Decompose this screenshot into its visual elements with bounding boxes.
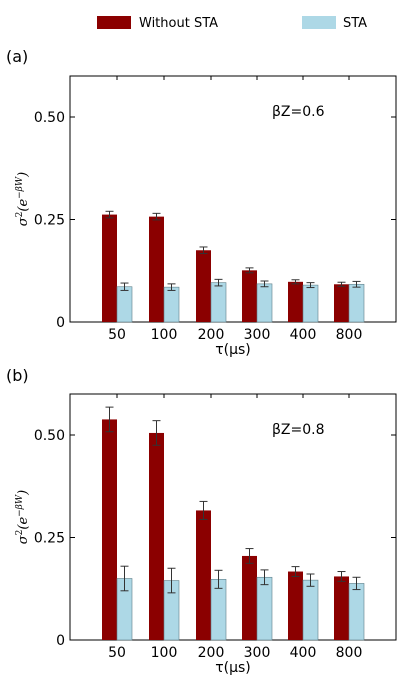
panel-label: (b) (6, 366, 29, 385)
bar-without-sta-100 (149, 216, 164, 322)
error-bar-without-sta-50 (105, 406, 114, 433)
y-tick-label: 0.25 (34, 213, 65, 229)
bar-without-sta-300 (242, 555, 257, 640)
x-axis-label: τ(μs) (215, 342, 251, 358)
error-bar-sta-100 (167, 283, 176, 291)
bar-sta-200 (210, 282, 227, 323)
bar-sta-400 (302, 284, 319, 323)
x-tick-label: 400 (290, 645, 317, 661)
bar-without-sta-400 (288, 281, 303, 322)
x-tick-label: 300 (244, 327, 271, 343)
y-tick-label: 0 (56, 633, 65, 649)
x-tick-label: 200 (198, 327, 225, 343)
error-bar-without-sta-800 (337, 571, 346, 582)
error-bar-without-sta-200 (199, 246, 208, 255)
annotation-beta-z: βZ=0.6 (272, 104, 325, 120)
bar-sta-800 (348, 583, 365, 641)
error-bar-without-sta-400 (291, 566, 300, 577)
error-bar-without-sta-300 (245, 267, 254, 274)
legend-label-sta: STA (343, 16, 367, 31)
bar-without-sta-100 (149, 432, 164, 640)
annotation-beta-z: βZ=0.8 (272, 422, 325, 438)
panel-b: (b) 0 0.25 0.50 50 100 200 300 400 800 τ(μs) σ2(e−β… (6, 366, 397, 676)
bar-sta-50 (116, 286, 133, 323)
bar-without-sta-800 (334, 576, 349, 640)
error-bar-sta-400 (306, 282, 315, 289)
x-axis-label: τ(μs) (215, 660, 251, 676)
legend-swatch-sta (302, 16, 336, 29)
error-bar-sta-100 (167, 567, 176, 594)
plot-frame (69, 75, 397, 323)
chart-panels: (a) 0 0.25 0.50 50 100 200 300 400 800 τ(μs) σ2(e−β… (6, 47, 397, 676)
plot-frame (69, 393, 397, 641)
y-tick-label: 0.50 (34, 428, 65, 444)
legend-swatch-without-sta (97, 16, 131, 29)
bar-without-sta-300 (242, 270, 257, 322)
bar-without-sta-50 (102, 419, 117, 640)
y-tick-label: 0.25 (34, 531, 65, 547)
bar-without-sta-800 (334, 284, 349, 322)
error-bar-without-sta-400 (291, 279, 300, 285)
error-bar-without-sta-50 (105, 210, 114, 219)
error-bar-sta-400 (306, 573, 315, 587)
y-axis-label: σ2(e−βW) (15, 172, 31, 226)
error-bar-without-sta-100 (152, 420, 161, 446)
error-bar-sta-800 (352, 576, 361, 591)
error-bar-sta-200 (214, 278, 223, 287)
x-tick-label: 50 (108, 327, 126, 343)
bar-without-sta-400 (288, 571, 303, 640)
legend: Without STA STA (97, 16, 367, 31)
x-tick-label: 50 (108, 645, 126, 661)
error-bar-sta-300 (260, 280, 269, 288)
error-bar-without-sta-300 (245, 548, 254, 564)
x-tick-label: 100 (151, 327, 178, 343)
error-bar-without-sta-100 (152, 212, 161, 221)
x-tick-label: 100 (151, 645, 178, 661)
panel-a: (a) 0 0.25 0.50 50 100 200 300 400 800 τ(μs) σ2(e−β… (6, 47, 397, 358)
error-bar-sta-50 (120, 565, 129, 592)
x-tick-label: 800 (336, 327, 363, 343)
bar-sta-100 (163, 286, 180, 323)
x-tick-label: 800 (336, 645, 363, 661)
error-bar-sta-800 (352, 280, 361, 288)
bar-without-sta-200 (196, 510, 211, 640)
bar-sta-300 (256, 283, 273, 323)
error-bar-sta-200 (214, 569, 223, 589)
error-bar-without-sta-200 (199, 500, 208, 520)
bar-without-sta-50 (102, 214, 117, 322)
error-bar-sta-50 (120, 282, 129, 291)
bar-sta-300 (256, 576, 273, 641)
x-tick-label: 200 (198, 645, 225, 661)
y-axis-label: σ2(e−βW) (15, 490, 31, 544)
bar-sta-800 (348, 283, 365, 323)
y-tick-label: 0 (56, 315, 65, 331)
error-bar-sta-300 (260, 569, 269, 586)
panel-label: (a) (6, 47, 28, 66)
x-tick-label: 400 (290, 327, 317, 343)
error-bar-without-sta-800 (337, 281, 346, 287)
bar-without-sta-200 (196, 250, 211, 322)
x-tick-label: 300 (244, 645, 271, 661)
bar-sta-400 (302, 579, 319, 641)
y-tick-label: 0.50 (34, 110, 65, 126)
legend-label-without-sta: Without STA (139, 16, 218, 31)
